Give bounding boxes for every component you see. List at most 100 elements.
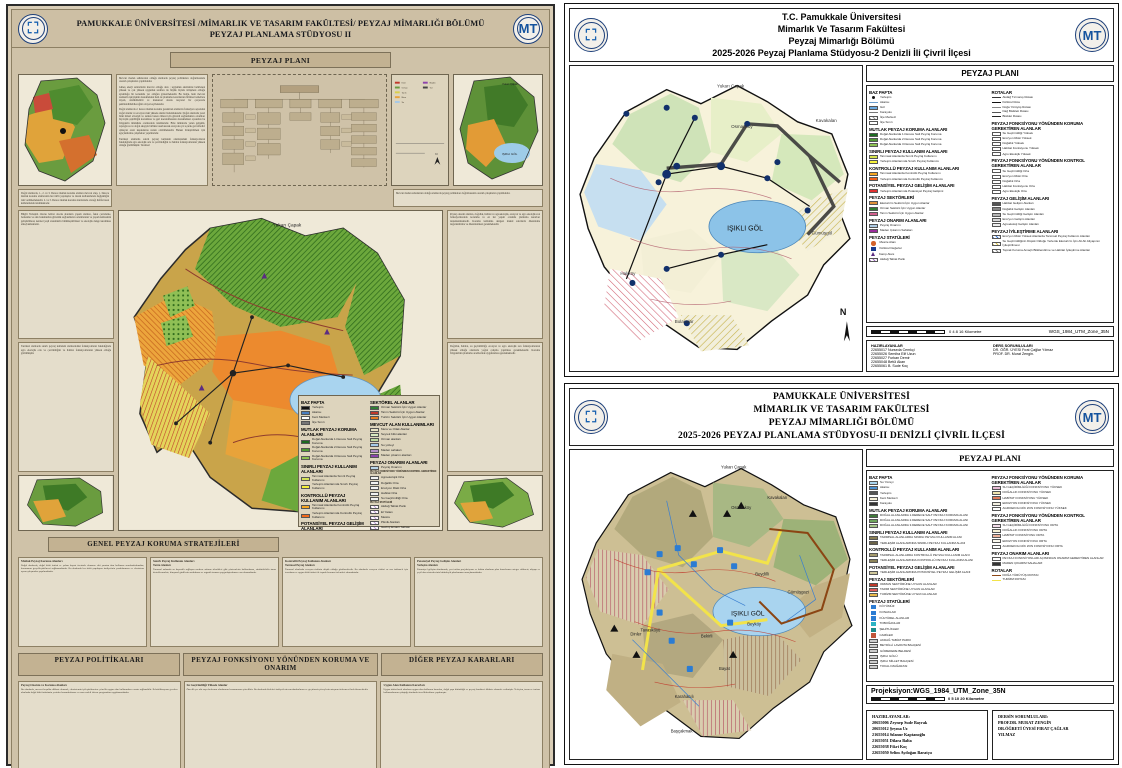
legend-item: Doğal Alanlarda 1.Derece Salt Peyzaj Kor… xyxy=(301,437,368,445)
legend-swatch xyxy=(869,587,878,592)
legend-swatch xyxy=(869,160,878,165)
legend-item: DOĞA YÜRÜYÜŞ ROTASI xyxy=(991,573,1112,578)
legend-item: Mera ve Otlak Alanlar xyxy=(370,427,437,432)
lake-label: IŞIKLI GÖL xyxy=(731,610,765,618)
legend-item: Yerleşim xyxy=(869,95,989,100)
legend-heading: PEYZAJ ONARIM ALANLARI xyxy=(991,550,1050,556)
legend-item-label: Yerleşim xyxy=(880,490,892,495)
poster-right-text-column: Peyzaj onarım alanları, doğallık, habita… xyxy=(447,210,543,531)
legend-swatch xyxy=(869,229,878,234)
legend-item-label: ORMAN SEKTÖRÜNE UYGUN ALANLAR xyxy=(880,581,937,586)
legend-item: GÖMEDERE BELDESİ xyxy=(869,649,989,654)
legend-item: El Yatanı xyxy=(370,509,437,515)
legend-item: Agro Ekolojik Yüksek xyxy=(991,152,1112,157)
legend-swatch xyxy=(991,106,1001,108)
policies-banner: PEYZAJ POLİTİKALARI xyxy=(18,652,181,676)
poster-top-row: Mevcut maden sahalarının olduğu alanlard… xyxy=(18,74,543,186)
bottom-right-map[interactable]: IŞIKLI GÖL xyxy=(569,449,863,760)
legend-swatch xyxy=(869,481,878,485)
svg-text:Beydilli: Beydilli xyxy=(755,571,768,576)
legend-swatch xyxy=(869,518,878,523)
legend-item: DOĞAL ALANLARDA 3.DERECE SALT PEYZAJ KOR… xyxy=(869,524,989,529)
legend-item-label: Agroekoloji Gelişim Alanları xyxy=(1002,222,1040,227)
legend-item-label: Kültürel Rota xyxy=(1002,99,1020,104)
top-right-legend-col2: ROTALAR Akdağ Tırmanış Rotası Kültürel Rot… xyxy=(991,88,1112,320)
title-line1: T.C. Pamukkale Üniversitesi xyxy=(781,12,902,22)
legend-swatch xyxy=(869,206,878,211)
legend-swatch xyxy=(370,476,379,481)
legend-item: Yerleşim Alanlarında Potansiyel Peyzaj G… xyxy=(869,189,989,194)
legend-item-label: Su Geçirimliliği Gelişim Alanları xyxy=(1002,211,1045,216)
legend-heading: MUTLAK PEYZAJ KORUMA ALANLARI xyxy=(869,126,948,132)
bottom-right-legend-col2: PEYZAJ FONKSİYONU YÖNÜNDEN KORUMA GEREKT… xyxy=(991,473,1112,679)
legend-swatch xyxy=(301,448,310,453)
legend-item-label: Akarsu xyxy=(880,99,890,104)
legend-item: Agroekolojik Orta xyxy=(370,476,437,481)
legend-item-label: Peyzaj Onarımı xyxy=(880,223,901,228)
legend-swatch xyxy=(301,405,310,410)
poster-middle-row: Bilgili Yerleşim Ozonu belirsi olacak al… xyxy=(18,210,543,531)
legend-item-label: El Yatanı xyxy=(381,509,393,514)
legend-swatch xyxy=(991,544,1001,549)
text-block-1: Mevcut maden sahalarının olduğu alanlard… xyxy=(116,74,208,186)
legend-item: Peyzaj Onarımı xyxy=(370,465,437,470)
legend-item-label: Yerleşim xyxy=(880,95,892,99)
top-right-map[interactable]: IŞIKLI GÖL xyxy=(569,65,863,372)
legend-item: Tarım Sektörü İçin Uygun Alanlar xyxy=(370,410,437,415)
legend-item-label: YERLEŞİM ALANLARINDA KONTROLLÜ PEYZAJ KU… xyxy=(880,557,974,562)
text-b7: Bilgili Yerleşim Ozonu belirsi olacak al… xyxy=(18,210,114,340)
legend-swatch xyxy=(991,506,1001,511)
legend-item: Su Geçirimliliği Gelişim Alanları xyxy=(991,211,1112,217)
title-line3: Peyzaj Mimarlığı Bölümü xyxy=(788,36,895,46)
legend-item-label: Su Geçirimliliği Orta xyxy=(381,496,408,501)
svg-text:N: N xyxy=(435,152,437,156)
poster-inner: ⛶ PAMUKKALE ÜNİVERSİTESİ /MİMARLIK VE TA… xyxy=(11,9,550,768)
legend-item: Piknik Alanları xyxy=(370,520,437,525)
legend-swatch xyxy=(991,97,1001,99)
prepared-person: 22655048 Betül Akan xyxy=(871,360,906,364)
pamukkale-logo-icon: ⛶ xyxy=(18,13,48,44)
strategy-title-3: Potansiyel Peyzaj Gelişim Alanları xyxy=(417,558,462,563)
legend-swatch xyxy=(301,415,310,420)
svg-text:Gümüşgazi: Gümüşgazi xyxy=(787,589,808,594)
legend-swatch xyxy=(869,592,878,597)
legend-item: Mesire xyxy=(370,515,437,520)
prepared-person: 22655038 Fikri Koç xyxy=(872,744,908,749)
mini-map-right: IŞIKLI GÖL Yukarı Çapak xyxy=(453,74,543,186)
mtf-logo-icon: MT xyxy=(1075,400,1109,434)
legend-item-label: KONAKLAR xyxy=(879,610,896,615)
legend-item-label: SU GEÇİRİMLİLİĞİ FONKSİYONU YÜKSEK xyxy=(1002,485,1063,490)
legend-item: Orman Sektörü İçin Uygun Alanlar xyxy=(869,206,989,211)
legend-heading: PEYZAJ FONKSİYONU YÖNÜNDEN KONTROL GEREK… xyxy=(991,512,1085,523)
main-landscape-map[interactable]: IŞIKLI GÖL xyxy=(118,210,443,531)
legend-item-label: YERLEŞİM ALANLARINDA SINIRLI PEYZAJ KULL… xyxy=(880,540,966,545)
legend-item: Su Geçirimliliği Yüksek xyxy=(991,131,1112,136)
svg-text:Başçakmak: Başçakmak xyxy=(671,728,694,733)
legend-swatch xyxy=(869,649,878,654)
legend-item-label: Habitat Gelişim Alanları xyxy=(1002,201,1034,206)
legend-swatch xyxy=(869,558,878,563)
legend-item-label: Akdağ Tabiat Parkı xyxy=(880,256,906,261)
legend-swatch xyxy=(370,438,379,443)
policy-body-0: Bu alanlarda, mevcut koşullar dikkate al… xyxy=(21,687,178,694)
legend-item-label: Doğal Alanlarda 2.Derece Salt Peyzaj Kor… xyxy=(880,137,942,142)
legend-swatch xyxy=(869,223,878,228)
legend-swatch xyxy=(869,105,878,110)
legend-heading: BAZ PAFTA xyxy=(869,475,893,480)
legend-swatch xyxy=(370,427,379,432)
legend-swatch xyxy=(869,541,878,546)
legend-item: Karayolu xyxy=(869,109,989,115)
legend-swatch xyxy=(370,405,379,410)
legend-item-label: Tarımsal Alanlarda Kontrollü Peyzaj Kull… xyxy=(880,171,941,176)
prepared-person: 20655006 Zeynep Sude Bayrak xyxy=(872,720,928,725)
prepared-person: 21655051 Dilara Balta xyxy=(872,738,912,743)
legend-item: TOBOĞANLAR xyxy=(869,622,989,627)
legend-heading: KONTROLLÜ PEYZAJ KULLANIM ALANLARI xyxy=(869,547,960,553)
legend-swatch xyxy=(869,211,878,216)
legend-item-label: Karayolu xyxy=(880,109,892,114)
title-line2: MİMARLIK VE TASARIM FAKÜLTESİ xyxy=(753,405,930,415)
policy-banner-row: PEYZAJ POLİTİKALARI PEYZAJ FONKSİYONU YÖ… xyxy=(18,652,543,676)
legend-heading: ROTALAR xyxy=(991,90,1013,95)
legend-swatch xyxy=(869,553,878,558)
bottom-right-projection-box: Projeksiyon:WGS_1984_UTM_Zone_35N 0 5 10… xyxy=(866,685,1114,704)
